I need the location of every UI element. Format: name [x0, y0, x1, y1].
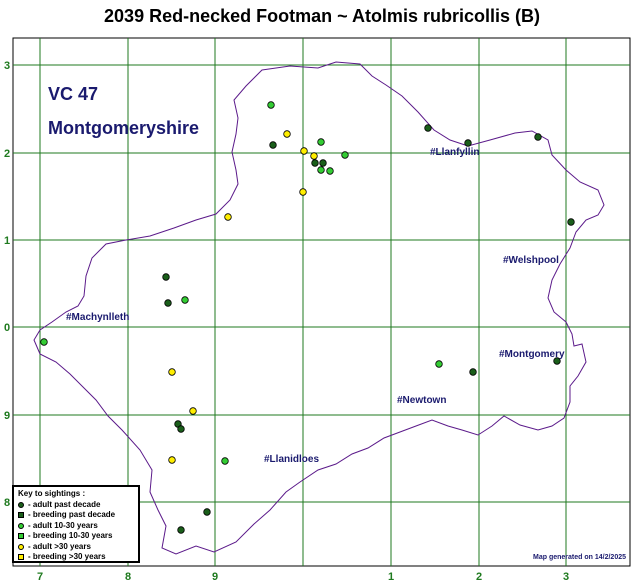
sighting-marker: [181, 296, 189, 304]
map-credit: Map generated on 14/2/2025: [533, 554, 626, 561]
sighting-marker: [162, 273, 170, 281]
key-label: - adult >30 years: [28, 541, 91, 551]
sighting-marker: [326, 167, 334, 175]
county-boundary: [33, 61, 605, 555]
town-label-llanfyllin: #Llanfyllin: [430, 147, 480, 158]
key-symbol: [18, 533, 24, 540]
key-title: Key to sightings :: [18, 489, 86, 498]
sighting-marker: [435, 360, 443, 368]
town-label-welshpool: #Welshpool: [503, 255, 559, 266]
town-label-newtown: #Newtown: [397, 395, 447, 406]
key-item: - adult 10-30 years: [18, 521, 134, 532]
sighting-marker: [567, 218, 575, 226]
sighting-marker: [300, 147, 308, 155]
sighting-marker: [424, 124, 432, 132]
x-axis-tick-label: 9: [212, 571, 218, 583]
sighting-marker: [283, 130, 291, 138]
sighting-marker: [469, 368, 477, 376]
y-axis-tick-label: 3: [4, 60, 10, 72]
y-axis-tick-label: 2: [4, 148, 10, 160]
x-axis-tick-label: 3: [563, 571, 569, 583]
sighting-marker: [464, 139, 472, 147]
region-code: VC 47: [48, 84, 99, 104]
key-label: - adult 10-30 years: [28, 520, 98, 530]
key-item: - adult past decade: [18, 500, 134, 511]
key-label: - breeding past decade: [28, 510, 116, 519]
map-title: 2039 Red-necked Footman ~ Atolmis rubric…: [104, 6, 540, 26]
key-symbol: [18, 501, 24, 508]
sighting-marker: [40, 338, 48, 346]
sighting-marker: [168, 456, 176, 464]
town-label-machynlleth: #Machynlleth: [66, 312, 130, 323]
sighting-marker: [221, 457, 229, 465]
y-axis-tick-label: 1: [4, 235, 10, 247]
key-item: - breeding >30 years: [18, 552, 134, 563]
y-axis-tick-label: 9: [4, 410, 10, 422]
sighting-marker: [310, 152, 318, 160]
y-axis-tick-label: 8: [4, 497, 10, 509]
sighting-marker: [319, 159, 327, 167]
sighting-marker: [317, 166, 325, 174]
sighting-marker: [177, 526, 185, 534]
sighting-marker: [341, 151, 349, 159]
sighting-marker: [224, 213, 232, 221]
key-symbol: [18, 512, 24, 519]
key-item: - breeding past decade: [18, 510, 134, 521]
sighting-marker: [269, 141, 277, 149]
sighting-marker: [177, 425, 185, 433]
x-axis-tick-label: 7: [37, 571, 43, 583]
sighting-marker: [553, 357, 561, 365]
key-symbol: [18, 522, 24, 529]
map-frame: [12, 37, 631, 567]
sighting-marker: [317, 138, 325, 146]
key-item: - breeding 10-30 years: [18, 531, 134, 542]
sighting-marker: [534, 133, 542, 141]
x-axis-tick-label: 8: [125, 571, 131, 583]
key-item: - adult >30 years: [18, 542, 134, 553]
sighting-marker: [189, 407, 197, 415]
region-name: Montgomeryshire: [48, 118, 200, 138]
key-label: - breeding >30 years: [28, 552, 106, 561]
sightings-key: Key to sightings : - adult past decade -…: [12, 485, 140, 563]
sighting-marker: [299, 188, 307, 196]
key-symbol: [18, 554, 24, 561]
x-axis-tick-label: 1: [388, 571, 394, 583]
sighting-marker: [164, 299, 172, 307]
sighting-marker: [203, 508, 211, 516]
sighting-marker: [267, 101, 275, 109]
x-axis-tick-label: 2: [476, 571, 482, 583]
sighting-marker: [311, 159, 319, 167]
town-label-llanidloes: #Llanidloes: [264, 454, 320, 465]
y-axis-tick-label: 0: [4, 322, 10, 334]
town-label-montgomery: #Montgomery: [499, 349, 565, 360]
sighting-marker: [168, 368, 176, 376]
key-label: - adult past decade: [28, 499, 101, 509]
key-symbol: [18, 543, 24, 550]
key-label: - breeding 10-30 years: [28, 531, 113, 540]
